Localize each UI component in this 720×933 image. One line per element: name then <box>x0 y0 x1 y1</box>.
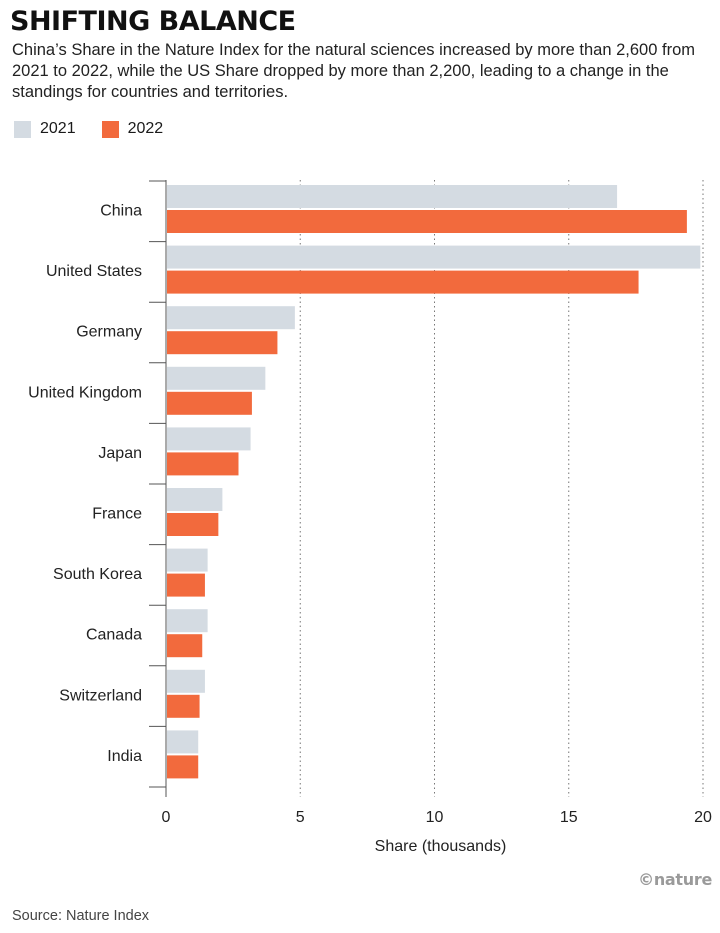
category-label: Switzerland <box>59 687 142 704</box>
bar-2022 <box>167 694 200 718</box>
legend-item-2022: 2022 <box>101 120 164 138</box>
bar-2021 <box>167 730 199 754</box>
bar-2022 <box>167 391 252 415</box>
bar-chart: China United States Germany United Kingdom J… <box>28 180 712 855</box>
bar-2022 <box>167 513 219 536</box>
chart-subtitle: China’s Share in the Nature Index for th… <box>12 41 695 101</box>
nature-logo: ©nature <box>638 870 712 889</box>
bar-2022 <box>167 210 687 233</box>
legend-swatch-2022 <box>101 120 119 138</box>
bar-2021 <box>167 669 205 693</box>
legend-item-2021: 2021 <box>14 120 76 138</box>
x-tick-label: 10 <box>426 809 444 826</box>
bar-2021 <box>167 185 618 208</box>
category-label: United States <box>46 263 142 280</box>
category-label: Germany <box>76 324 142 341</box>
bar-2022 <box>167 573 205 597</box>
bar-2022 <box>167 270 639 294</box>
bar-2022 <box>167 755 199 779</box>
x-tick-label: 0 <box>162 809 171 826</box>
bar-2021 <box>167 366 266 390</box>
category-label: India <box>107 748 142 765</box>
bar-2021 <box>167 427 251 451</box>
category-label: Canada <box>86 627 142 644</box>
bar-2021 <box>167 245 701 269</box>
category-label: China <box>100 203 142 220</box>
category-label: United Kingdom <box>28 384 142 401</box>
bar-2022 <box>167 634 203 658</box>
legend-label-2021: 2021 <box>40 120 76 137</box>
category-label: South Korea <box>53 566 142 583</box>
category-label: Japan <box>98 445 142 462</box>
bar-2021 <box>167 306 295 330</box>
bar-2021 <box>167 548 208 572</box>
source-note: Source: Nature Index <box>12 908 150 924</box>
legend: 2021 2022 <box>14 120 189 138</box>
bar-2022 <box>167 331 278 355</box>
x-tick-label: 15 <box>560 809 578 826</box>
bar-2022 <box>167 452 239 476</box>
x-axis-title: Share (thousands) <box>375 838 507 855</box>
x-tick-label: 20 <box>694 809 712 826</box>
bar-2021 <box>167 488 223 511</box>
legend-swatch-2021 <box>14 120 31 138</box>
x-tick-label: 5 <box>296 809 305 826</box>
category-label: France <box>92 506 142 523</box>
bar-2021 <box>167 609 208 633</box>
chart-title: SHIFTING BALANCE <box>10 6 296 37</box>
legend-label-2022: 2022 <box>127 120 164 137</box>
